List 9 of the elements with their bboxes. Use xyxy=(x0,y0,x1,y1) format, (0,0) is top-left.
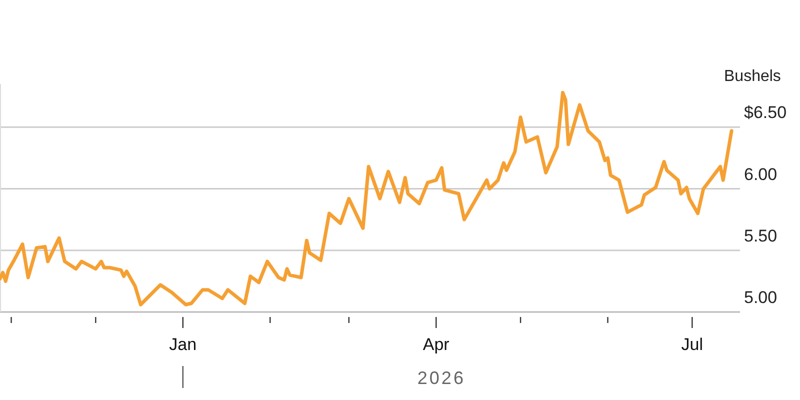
x-tick-label: Jan xyxy=(169,335,197,354)
y-tick-label: 5.50 xyxy=(744,226,778,246)
x-tick-label: Apr xyxy=(422,335,450,354)
text: 2026 xyxy=(417,368,466,388)
x-tick-label: Jul xyxy=(681,335,704,354)
y-tick-label: $6.50 xyxy=(744,103,787,122)
y-axis-title: Bushels xyxy=(724,68,781,85)
y-tick-label: 5.00 xyxy=(744,288,778,307)
y-tick-label: 6.00 xyxy=(744,164,778,184)
